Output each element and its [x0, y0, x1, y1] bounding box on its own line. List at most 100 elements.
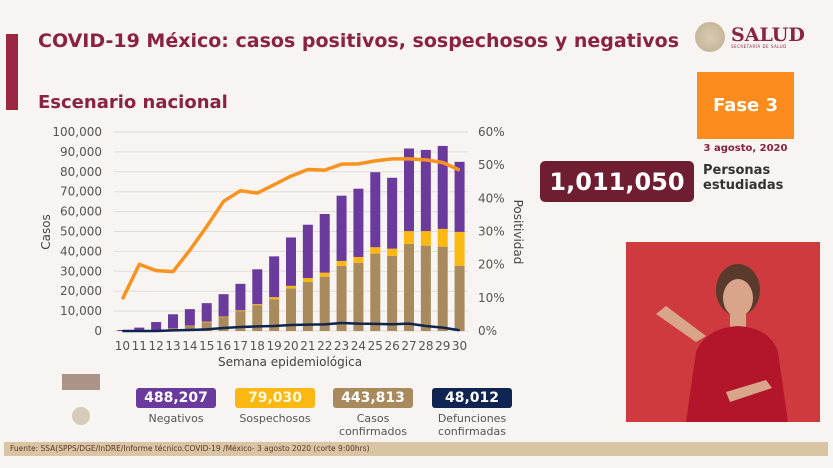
bar-sospechosos	[387, 248, 398, 256]
x-tick-label: 20	[283, 339, 298, 353]
point-positividad	[239, 190, 241, 192]
point-positividad	[442, 162, 444, 164]
y2-axis-label: Positividad	[511, 200, 525, 265]
x-tick-label: 10	[115, 339, 130, 353]
point-defunciones	[391, 323, 393, 325]
stat-label-line2: confirmadas	[438, 425, 506, 438]
studied-label-line2: estudiadas	[703, 178, 784, 193]
point-positividad	[408, 158, 410, 160]
point-positividad	[206, 226, 208, 228]
x-tick-label: 19	[267, 339, 282, 353]
bar-confirmados	[437, 246, 448, 331]
bar-negativos	[286, 237, 296, 286]
y2-tick-label: 20%	[478, 258, 505, 272]
bar-negativos	[235, 283, 246, 311]
point-defunciones	[307, 324, 309, 326]
y2-tick-label: 0%	[478, 324, 497, 338]
x-tick-label: 15	[199, 339, 214, 353]
bar-sospechosos	[302, 278, 313, 282]
bar-negativos	[151, 322, 162, 331]
point-positividad	[425, 159, 427, 161]
point-positividad	[290, 175, 292, 177]
bar-confirmados	[454, 265, 465, 331]
point-positividad	[172, 271, 174, 273]
point-positividad	[307, 168, 309, 170]
point-defunciones	[239, 326, 241, 328]
x-tick-label: 25	[368, 339, 383, 353]
studied-label-line1: Personas	[703, 163, 771, 178]
bar-sospechosos	[420, 231, 431, 246]
bar-confirmados	[370, 253, 381, 331]
y2-tick-label: 10%	[478, 291, 505, 305]
bar-sospechosos	[201, 321, 212, 323]
x-tick-label: 12	[149, 339, 164, 353]
seal-icon	[695, 22, 725, 52]
bar-negativos	[168, 314, 178, 329]
bar-sospechosos	[252, 304, 263, 306]
point-positividad	[391, 158, 393, 160]
page-title: COVID-19 México: casos positivos, sospec…	[38, 30, 679, 52]
stat-label-1: Sospechosos	[225, 412, 325, 425]
bar-sospechosos	[336, 260, 347, 266]
point-defunciones	[357, 323, 359, 325]
point-defunciones	[223, 327, 225, 329]
x-axis-label: Semana epidemiológica	[218, 355, 362, 369]
report-date: 3 agosto, 2020	[703, 143, 788, 154]
point-defunciones	[459, 329, 461, 331]
stat-label-line1: Sospechosos	[239, 412, 311, 425]
bar-sospechosos	[319, 272, 330, 277]
bar-negativos	[302, 224, 313, 279]
x-tick-label: 24	[351, 339, 366, 353]
point-defunciones	[206, 328, 208, 330]
stat-value-1: 79,030	[235, 388, 315, 408]
x-tick-label: 23	[334, 339, 349, 353]
x-tick-label: 16	[216, 339, 231, 353]
x-tick-label: 14	[182, 339, 197, 353]
stat-label-3: Defunciones confirmadas	[422, 412, 522, 438]
bar-sospechosos	[353, 256, 364, 263]
bar-negativos	[218, 294, 229, 317]
y-tick-label: 10,000	[60, 304, 102, 318]
point-defunciones	[256, 325, 258, 327]
stat-label-line1: Negativos	[148, 412, 204, 425]
point-positividad	[256, 192, 258, 194]
point-defunciones	[138, 330, 140, 332]
bar-sospechosos	[235, 310, 246, 312]
bar-negativos	[404, 148, 414, 232]
point-defunciones	[290, 324, 292, 326]
bar-confirmados	[218, 317, 229, 331]
bar-negativos	[201, 303, 212, 322]
y-tick-label: 100,000	[52, 125, 102, 139]
studied-label: Personas estudiadas	[703, 163, 783, 193]
sign-language-interpreter-video	[626, 242, 820, 422]
point-positividad	[223, 200, 225, 202]
bar-sospechosos	[454, 231, 465, 266]
bar-sospechosos	[286, 285, 296, 289]
bar-negativos	[184, 309, 195, 326]
bar-negativos	[269, 256, 280, 298]
bar-confirmados	[353, 262, 364, 331]
point-defunciones	[172, 329, 174, 331]
bar-negativos	[420, 149, 431, 232]
source-footer: Fuente: SSA(SPPS/DGE/InDRE/Informe técni…	[4, 442, 828, 456]
point-positividad	[374, 160, 376, 162]
bar-confirmados	[336, 265, 347, 331]
x-tick-label: 11	[132, 339, 147, 353]
y2-tick-label: 40%	[478, 191, 505, 205]
bar-confirmados	[302, 281, 313, 331]
bar-sospechosos	[269, 297, 280, 300]
bar-negativos	[370, 172, 381, 248]
x-tick-label: 30	[452, 339, 467, 353]
y2-tick-label: 50%	[478, 158, 505, 172]
y-tick-label: 40,000	[60, 244, 102, 258]
point-positividad	[273, 184, 275, 186]
point-positividad	[357, 163, 359, 165]
point-defunciones	[189, 329, 191, 331]
studied-count: 1,011,050	[540, 161, 694, 202]
point-positividad	[459, 169, 461, 171]
point-positividad	[138, 263, 140, 265]
logo-subtitle: SECRETARÍA DE SALUD	[731, 43, 787, 49]
y-tick-label: 70,000	[60, 185, 102, 199]
stat-label-0: Negativos	[126, 412, 226, 425]
bar-negativos	[134, 327, 145, 331]
